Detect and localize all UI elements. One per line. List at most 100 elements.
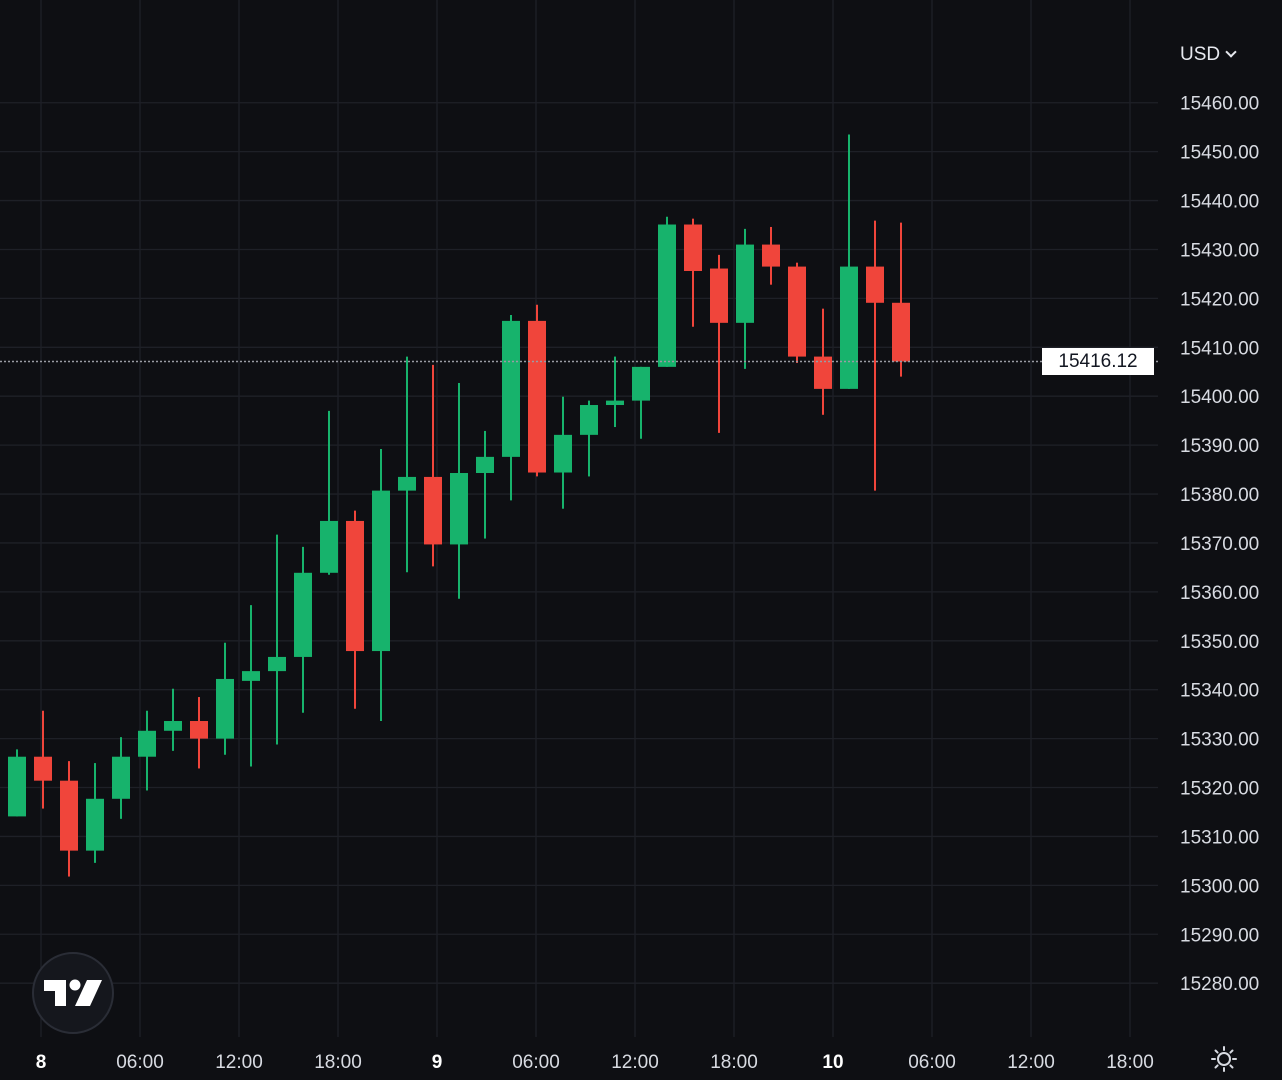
price-tick-label: 15380.00 <box>1180 485 1259 506</box>
price-tick-label: 15450.00 <box>1180 143 1259 164</box>
candle-body <box>346 520 364 652</box>
candle-body <box>814 356 832 389</box>
currency-selector[interactable]: USD <box>1180 44 1237 66</box>
price-axis[interactable]: 15280.00 15290.00 15300.00 15310.00 15320.00… <box>1180 94 1259 995</box>
candle-down <box>892 222 910 377</box>
time-tick-label: 9 <box>432 1052 443 1073</box>
candle-body <box>164 721 182 731</box>
candle-down <box>528 304 546 477</box>
time-tick-label: 18:00 <box>710 1052 758 1073</box>
price-tick-label: 15280.00 <box>1180 974 1259 995</box>
price-tick-label: 15410.00 <box>1180 338 1259 359</box>
time-tick-label: 18:00 <box>1106 1052 1154 1073</box>
price-tick-label: 15420.00 <box>1180 289 1259 310</box>
price-tick-label: 15430.00 <box>1180 240 1259 261</box>
candle-body <box>476 456 494 474</box>
candle-body <box>294 572 312 657</box>
candle-body <box>580 405 598 435</box>
time-tick-label: 18:00 <box>314 1052 362 1073</box>
price-tick-label: 15340.00 <box>1180 681 1259 702</box>
candle-up <box>398 356 416 573</box>
time-tick-label: 10 <box>822 1052 843 1073</box>
price-tick-label: 15290.00 <box>1180 925 1259 946</box>
candle-down <box>814 308 832 415</box>
last-price-label: 15416.12 <box>1042 348 1154 376</box>
candle-body <box>502 320 520 457</box>
candle-body <box>528 320 546 473</box>
candle-body <box>632 366 650 401</box>
candle-up <box>112 737 130 819</box>
candle-body <box>398 476 416 491</box>
price-tick-label: 15300.00 <box>1180 876 1259 897</box>
sun-settings-icon[interactable] <box>1210 1045 1238 1073</box>
candle-down <box>346 510 364 709</box>
candle-up <box>372 449 390 722</box>
candle-up <box>164 688 182 751</box>
time-tick-label: 12:00 <box>1007 1052 1055 1073</box>
candle-down <box>788 262 806 363</box>
candle-up <box>632 366 650 439</box>
candle-up <box>658 216 676 367</box>
candle-body <box>372 490 390 652</box>
price-tick-label: 15350.00 <box>1180 632 1259 653</box>
candle-up <box>8 749 26 817</box>
candle-body <box>710 268 728 323</box>
candle-up <box>502 315 520 501</box>
tradingview-logo[interactable] <box>32 952 114 1034</box>
time-tick-label: 06:00 <box>512 1052 560 1073</box>
candle-body <box>424 476 442 545</box>
price-tick-label: 15370.00 <box>1180 534 1259 555</box>
candle-body <box>8 756 26 817</box>
candle-up <box>294 546 312 713</box>
time-tick-label: 8 <box>36 1052 47 1073</box>
candle-body <box>658 224 676 367</box>
candle-down <box>190 697 208 769</box>
candle-body <box>450 473 468 545</box>
price-tick-label: 15460.00 <box>1180 94 1259 115</box>
candle-body <box>866 266 884 303</box>
candle-up <box>450 383 468 599</box>
candle-body <box>684 224 702 271</box>
time-tick-label: 12:00 <box>215 1052 263 1073</box>
candle-body <box>892 302 910 362</box>
price-tick-label: 15360.00 <box>1180 583 1259 604</box>
candle-body <box>606 400 624 406</box>
candle-body <box>788 266 806 357</box>
time-axis[interactable]: 8 06:00 12:00 18:00 9 06:00 12:00 18:00 10 06:00 1… <box>36 1052 1154 1073</box>
price-tick-label: 15320.00 <box>1180 779 1259 800</box>
price-tick-label: 15440.00 <box>1180 192 1259 213</box>
grid <box>0 0 1158 1037</box>
candle-body <box>242 671 260 681</box>
candle-body <box>60 780 78 851</box>
time-tick-label: 06:00 <box>116 1052 164 1073</box>
candle-up <box>268 534 286 745</box>
candle-body <box>86 798 104 851</box>
candle-body <box>840 266 858 389</box>
candle-down <box>762 226 780 285</box>
candle-body <box>268 656 286 672</box>
time-tick-label: 12:00 <box>611 1052 659 1073</box>
candle-body <box>554 434 572 473</box>
candle-body <box>320 520 338 573</box>
candle-body <box>34 756 52 781</box>
candle-body <box>216 678 234 739</box>
price-tick-label: 15400.00 <box>1180 387 1259 408</box>
price-tick-label: 15330.00 <box>1180 730 1259 751</box>
tradingview-logo-icon <box>44 979 102 1006</box>
candle-down <box>866 220 884 491</box>
candle-down <box>34 710 52 809</box>
price-tick-label: 15310.00 <box>1180 827 1259 848</box>
candle-up <box>840 134 858 389</box>
candles <box>8 134 910 877</box>
candle-down <box>710 254 728 433</box>
candle-down <box>60 761 78 877</box>
candle-up <box>242 605 260 767</box>
candle-down <box>684 218 702 327</box>
candle-up <box>606 356 624 428</box>
candle-body <box>736 244 754 323</box>
candle-up <box>736 228 754 369</box>
candle-up <box>216 642 234 755</box>
candle-up <box>138 710 156 791</box>
candle-body <box>138 730 156 757</box>
